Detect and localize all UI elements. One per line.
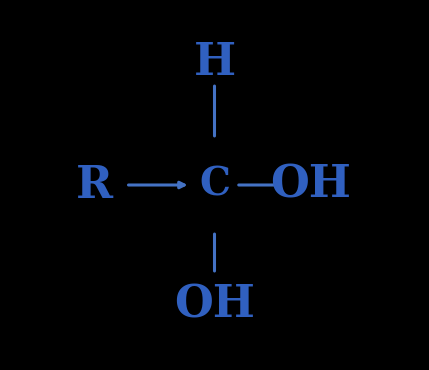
Text: OH: OH xyxy=(270,164,351,206)
Text: OH: OH xyxy=(174,284,255,327)
Text: H: H xyxy=(193,41,236,84)
Text: R: R xyxy=(76,164,113,206)
Text: C: C xyxy=(199,166,230,204)
